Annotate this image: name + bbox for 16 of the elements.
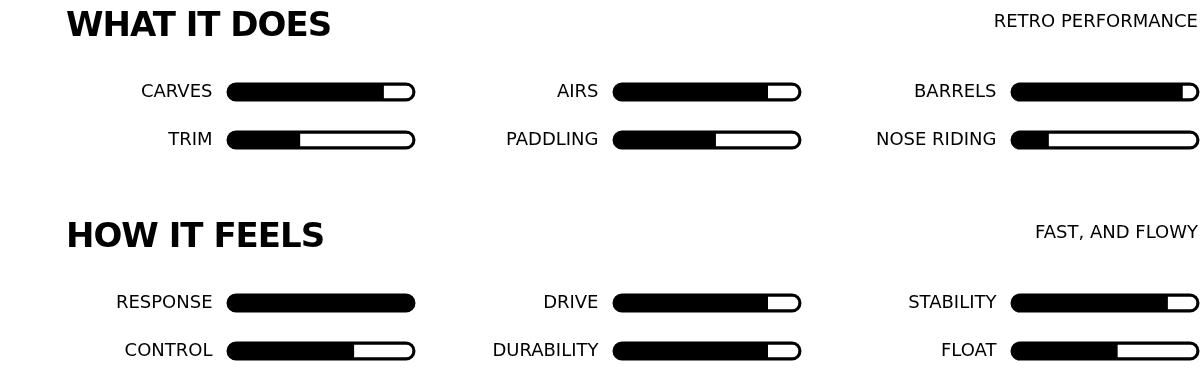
y-tick-label: NOSE RIDING: [875, 128, 997, 149]
y-tick-label: DRIVE: [543, 291, 599, 312]
y-tick-label: CONTROL: [124, 339, 213, 360]
y-tick-label: TRIM: [167, 128, 213, 149]
y-tick-label: PADDLING: [506, 128, 599, 149]
chart-title: WHAT IT DOES: [66, 4, 332, 44]
y-tick-label: RESPONSE: [115, 291, 213, 312]
y-tick-label: FLOAT: [940, 339, 998, 360]
y-tick-label: STABILITY: [908, 291, 998, 312]
y-tick-label: AIRS: [556, 80, 599, 101]
y-tick-label: CARVES: [140, 80, 213, 101]
y-tick-label: DURABILITY: [492, 339, 600, 360]
y-tick-label: BARRELS: [913, 80, 997, 101]
chart-title: RETRO PERFORMANCE: [993, 10, 1198, 31]
chart-title: FAST, AND FLOWY: [1035, 221, 1198, 242]
chart-title: HOW IT FEELS: [66, 215, 325, 255]
